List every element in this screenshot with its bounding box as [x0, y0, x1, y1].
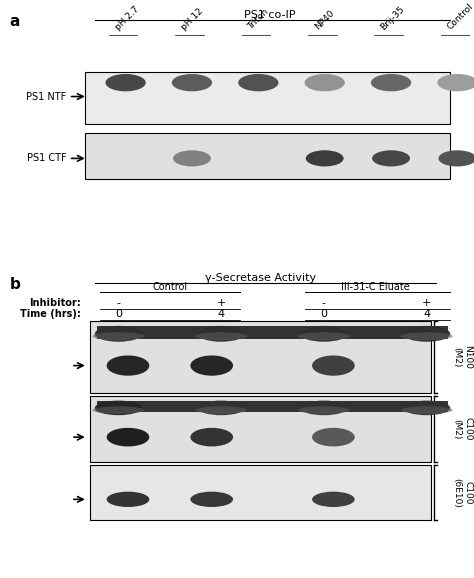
- Text: PS1 CTF: PS1 CTF: [27, 153, 66, 164]
- Text: +: +: [217, 298, 226, 308]
- Ellipse shape: [92, 406, 145, 414]
- Text: 4: 4: [218, 309, 225, 319]
- Text: Brij-35: Brij-35: [379, 4, 407, 32]
- Bar: [97, 326, 448, 339]
- Text: -: -: [322, 298, 326, 308]
- Text: PS1 NTF: PS1 NTF: [26, 91, 66, 102]
- Ellipse shape: [312, 428, 355, 446]
- Bar: [85, 133, 450, 179]
- Ellipse shape: [312, 355, 355, 376]
- Text: 4: 4: [423, 309, 430, 319]
- Ellipse shape: [107, 428, 149, 446]
- Text: Triton: Triton: [246, 8, 271, 32]
- Ellipse shape: [304, 74, 345, 91]
- Ellipse shape: [238, 74, 279, 91]
- Text: 0: 0: [115, 309, 122, 319]
- Ellipse shape: [300, 401, 347, 415]
- Ellipse shape: [92, 332, 145, 340]
- Bar: [97, 401, 448, 412]
- Text: +: +: [422, 298, 431, 308]
- Text: a: a: [9, 14, 20, 29]
- Ellipse shape: [403, 326, 450, 342]
- Text: III-31-C Eluate: III-31-C Eluate: [341, 282, 410, 292]
- Ellipse shape: [437, 74, 474, 91]
- Ellipse shape: [371, 74, 411, 91]
- Ellipse shape: [403, 401, 450, 415]
- Text: Control: Control: [446, 2, 474, 32]
- Bar: [90, 321, 431, 393]
- Ellipse shape: [195, 406, 247, 414]
- Ellipse shape: [95, 401, 142, 415]
- Text: γ-Secretase Activity: γ-Secretase Activity: [205, 273, 316, 283]
- Ellipse shape: [107, 355, 149, 376]
- Text: -: -: [117, 298, 120, 308]
- Ellipse shape: [107, 492, 149, 507]
- Bar: [90, 396, 431, 462]
- Ellipse shape: [298, 406, 350, 414]
- Ellipse shape: [191, 355, 233, 376]
- Bar: [90, 465, 431, 520]
- Text: C100
(M2): C100 (M2): [453, 417, 472, 441]
- Ellipse shape: [95, 326, 142, 342]
- Ellipse shape: [300, 326, 347, 342]
- Text: Control: Control: [152, 282, 187, 292]
- Ellipse shape: [105, 74, 146, 91]
- Ellipse shape: [191, 428, 233, 446]
- Bar: [85, 72, 450, 124]
- Ellipse shape: [438, 150, 474, 166]
- Ellipse shape: [198, 326, 245, 342]
- Ellipse shape: [195, 332, 247, 340]
- Ellipse shape: [372, 150, 410, 166]
- Text: Time (hrs):: Time (hrs):: [20, 309, 81, 319]
- Ellipse shape: [298, 332, 350, 340]
- Text: NP40: NP40: [313, 9, 336, 32]
- Text: C100
(6E10): C100 (6E10): [453, 478, 472, 507]
- Text: N100
(M2): N100 (M2): [453, 345, 472, 369]
- Text: pH 12: pH 12: [180, 6, 205, 32]
- Ellipse shape: [173, 150, 211, 166]
- Text: b: b: [9, 277, 20, 292]
- Text: PS1 co-IP: PS1 co-IP: [245, 10, 296, 20]
- Ellipse shape: [191, 492, 233, 507]
- Ellipse shape: [172, 74, 212, 91]
- Ellipse shape: [198, 401, 245, 415]
- Ellipse shape: [312, 492, 355, 507]
- Ellipse shape: [401, 406, 453, 414]
- Text: pH 2.7: pH 2.7: [114, 5, 141, 32]
- Text: 0: 0: [320, 309, 328, 319]
- Text: Inhibitor:: Inhibitor:: [29, 298, 81, 308]
- Ellipse shape: [306, 150, 344, 166]
- Ellipse shape: [401, 332, 453, 340]
